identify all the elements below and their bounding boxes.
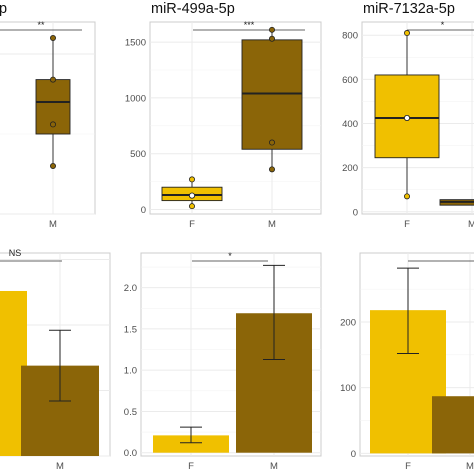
chart-bottom-middle: 0.0 0.5 1.0 1.5 2.0 F M * xyxy=(124,251,322,472)
y-tick-label: 800 xyxy=(342,31,358,42)
point-M xyxy=(268,26,275,33)
point-M xyxy=(50,76,57,83)
x-tick-label: F xyxy=(404,219,410,230)
y-tick-label: 0.5 xyxy=(124,407,137,418)
panel-title-top-left: p xyxy=(0,1,8,17)
x-tick-label: M xyxy=(468,219,474,230)
point-F xyxy=(188,176,195,183)
y-tick-label: 1.5 xyxy=(124,324,137,335)
significance-label: NS xyxy=(9,248,22,258)
y-tick-label: 600 xyxy=(342,75,358,86)
x-tick-label: M xyxy=(466,461,474,472)
y-tick-label: 200 xyxy=(340,317,356,328)
x-tick-label: M xyxy=(270,461,278,472)
significance-label: ** xyxy=(37,20,45,30)
y-tick-label: 1000 xyxy=(125,93,146,104)
point-M xyxy=(50,35,57,42)
significance-label: * xyxy=(228,251,232,261)
point-M xyxy=(268,166,275,173)
y-tick-label: 0 xyxy=(351,449,356,460)
y-tick-label: 400 xyxy=(342,119,358,130)
mean-F xyxy=(403,115,410,122)
panel-title-top-middle: miR-499a-5p xyxy=(151,1,235,17)
chart-top-left: M ** xyxy=(0,20,96,230)
point-M xyxy=(268,139,275,146)
y-tick-label: 0.0 xyxy=(124,448,137,459)
x-tick-label: F xyxy=(189,219,195,230)
point-M xyxy=(268,35,275,42)
x-tick-label: M xyxy=(49,219,57,230)
chart-top-right: 0 200 400 600 800 F M * xyxy=(342,20,474,230)
bar-F xyxy=(153,435,229,453)
x-tick-label: F xyxy=(405,461,411,472)
significance-label: * xyxy=(441,20,445,30)
x-tick-label: F xyxy=(188,461,194,472)
box-M xyxy=(241,39,303,150)
chart-bottom-left: M NS xyxy=(0,248,111,472)
chart-top-middle: 0 500 1000 1500 F M *** xyxy=(125,20,322,230)
y-tick-label: 1.0 xyxy=(124,366,137,377)
point-F xyxy=(403,193,410,200)
x-tick-label: M xyxy=(56,461,64,472)
x-tick-label: M xyxy=(268,219,276,230)
y-tick-label: 500 xyxy=(130,149,146,160)
y-tick-label: 100 xyxy=(340,383,356,394)
y-tick-label: 2.0 xyxy=(124,283,137,294)
chart-bottom-right: 0 100 200 F M xyxy=(340,252,474,472)
y-tick-label: 1500 xyxy=(125,38,146,49)
point-M xyxy=(50,121,57,128)
y-tick-label: 0 xyxy=(353,207,358,218)
point-M xyxy=(50,162,57,169)
point-F xyxy=(188,203,195,210)
panel-title-top-right: miR-7132a-5p xyxy=(363,1,455,17)
point-F xyxy=(403,30,410,37)
mean-F xyxy=(188,192,195,199)
bar-M xyxy=(432,396,474,454)
y-tick-label: 200 xyxy=(342,163,358,174)
significance-label: *** xyxy=(244,20,255,30)
y-tick-label: 0 xyxy=(141,205,146,216)
